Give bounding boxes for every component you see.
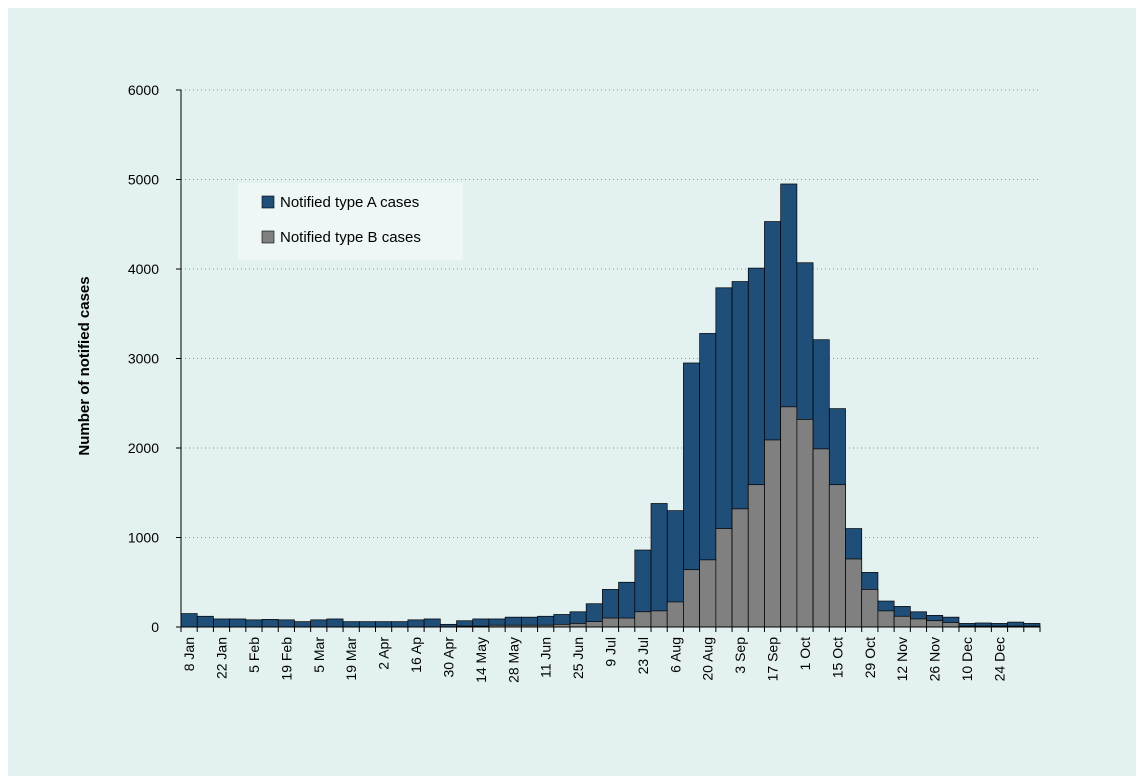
x-tick-label: 5 Feb xyxy=(246,637,262,673)
x-tick-label: 16 Ap xyxy=(408,637,424,673)
bar-type-a xyxy=(342,621,360,628)
bar-type-a xyxy=(294,621,312,628)
bar-type-a xyxy=(180,613,198,628)
bar-type-b xyxy=(877,610,895,628)
x-tick-label: 15 Oct xyxy=(829,637,845,678)
bar-type-b xyxy=(699,559,717,628)
y-tick-label: 2000 xyxy=(128,440,159,456)
bar-type-b xyxy=(569,623,587,628)
x-tick-label: 20 Aug xyxy=(700,637,716,681)
legend: Notified type A cases Notified type B ca… xyxy=(238,183,463,260)
y-tick-label: 6000 xyxy=(128,82,159,98)
x-tick-label: 24 Dec xyxy=(991,637,1007,681)
bar-type-b xyxy=(683,569,700,628)
bar-type-a xyxy=(391,621,409,628)
bar-type-b xyxy=(585,621,603,628)
legend-swatch-type-a xyxy=(261,195,275,209)
x-tick-label: 28 May xyxy=(505,637,521,683)
bar-type-b xyxy=(861,589,879,628)
y-tick-label: 0 xyxy=(151,619,159,635)
x-tick-label: 3 Sep xyxy=(732,637,748,674)
chart-panel: 0 1000 2000 3000 4000 5000 6000 8 Jan 22 Jan 5 F… xyxy=(8,8,1136,776)
bar-type-b xyxy=(942,622,960,628)
x-tick-label: 30 Apr xyxy=(440,637,456,678)
x-tick-label: 22 Jan xyxy=(214,637,230,679)
bars xyxy=(180,183,1041,628)
bar-type-b xyxy=(747,484,765,628)
bar-type-b xyxy=(666,601,684,628)
legend-label-type-b: Notified type B cases xyxy=(280,229,421,246)
bar-type-b xyxy=(796,419,814,628)
bar-type-a xyxy=(423,618,441,628)
bar-type-b xyxy=(634,611,652,628)
bar-type-b xyxy=(731,508,749,628)
x-tick-label: 6 Aug xyxy=(667,637,683,673)
bar-type-b xyxy=(780,406,798,628)
y-tick-label: 3000 xyxy=(128,351,159,367)
bar-type-a xyxy=(196,615,214,628)
gridlines xyxy=(181,89,1040,538)
x-ticks: 8 Jan 22 Jan 5 Feb 19 Feb 5 Mar 19 Mar 2 Apr 16… xyxy=(180,627,1041,683)
bar-type-a xyxy=(407,619,425,628)
x-tick-label: 8 Jan xyxy=(181,637,197,671)
bar-type-a xyxy=(310,619,328,628)
y-tick-label: 5000 xyxy=(128,172,159,188)
x-tick-label: 25 Jun xyxy=(570,637,586,679)
bar-type-a xyxy=(261,619,279,628)
bar-type-a xyxy=(375,621,393,628)
bar-type-b xyxy=(926,620,944,628)
legend-background xyxy=(238,183,463,260)
bar-type-b xyxy=(893,615,911,628)
y-tick-label: 1000 xyxy=(128,530,159,546)
bar-type-a xyxy=(326,618,344,628)
legend-label-type-a: Notified type A cases xyxy=(280,194,419,211)
bar-type-a xyxy=(358,621,376,628)
bar-type-b xyxy=(715,528,733,628)
bar-type-a xyxy=(277,619,295,628)
bar-type-a xyxy=(245,619,263,628)
bar-type-b xyxy=(602,617,619,628)
bar-type-b xyxy=(650,610,668,628)
bar-type-b xyxy=(828,484,846,628)
x-tick-label: 29 Oct xyxy=(862,637,878,678)
y-axis-title: Number of notified cases xyxy=(76,276,93,455)
x-tick-label: 2 Apr xyxy=(376,637,392,670)
x-tick-label: 17 Sep xyxy=(765,637,781,682)
x-tick-label: 26 Nov xyxy=(927,637,943,681)
x-tick-label: 10 Dec xyxy=(959,637,975,681)
bar-type-a xyxy=(213,618,230,628)
bar-type-b xyxy=(764,439,782,628)
x-tick-label: 9 Jul xyxy=(603,637,619,667)
bar-type-a xyxy=(650,503,668,628)
x-tick-label: 14 May xyxy=(473,637,489,683)
notified-cases-chart: 0 1000 2000 3000 4000 5000 6000 8 Jan 22 Jan 5 F… xyxy=(76,82,1041,683)
bar-type-a xyxy=(229,618,247,628)
x-tick-label: 19 Feb xyxy=(278,637,294,681)
x-tick-label: 5 Mar xyxy=(311,637,327,673)
legend-swatch-type-b xyxy=(261,230,275,244)
x-tick-label: 11 Jun xyxy=(538,637,554,678)
bar-type-b xyxy=(812,448,830,628)
x-tick-label: 12 Nov xyxy=(894,637,910,681)
y-tick-label: 4000 xyxy=(128,261,159,277)
x-tick-label: 1 Oct xyxy=(797,637,813,671)
bar-type-b xyxy=(618,617,636,628)
x-tick-label: 19 Mar xyxy=(343,637,359,681)
x-tick-label: 23 Jul xyxy=(635,637,651,674)
bar-type-b xyxy=(845,558,863,628)
bar-type-b xyxy=(909,618,927,628)
y-ticks: 0 1000 2000 3000 4000 5000 6000 xyxy=(128,82,181,635)
